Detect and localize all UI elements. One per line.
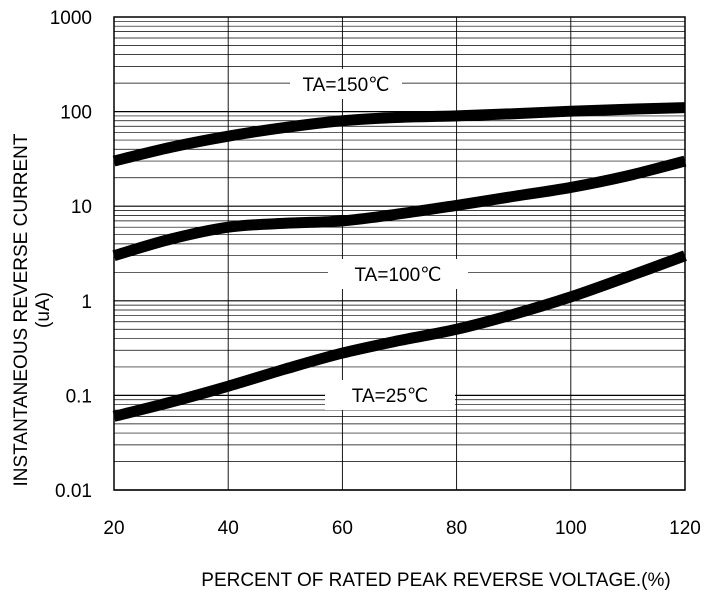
x-tick-label: 20 <box>103 518 124 539</box>
series-label: TA=25℃ <box>352 386 428 407</box>
x-tick-label: 40 <box>218 518 239 539</box>
x-tick-label: 60 <box>332 518 353 539</box>
series-label: TA=150℃ <box>302 75 389 96</box>
y-tick-labels: 0.01 0.1 1 10 100 1000 <box>50 8 92 502</box>
series-labels: TA=150℃ TA=100℃ TA=25℃ <box>290 69 468 410</box>
series-label-background <box>328 259 468 289</box>
series-line <box>112 102 686 167</box>
y-tick-label: 100 <box>60 103 92 124</box>
y-tick-label: 0.01 <box>55 481 92 502</box>
y-tick-label: 10 <box>71 197 92 218</box>
y-axis-unit: (uA) <box>33 292 54 328</box>
series-line <box>112 250 687 422</box>
y-tick-label: 1 <box>81 292 92 313</box>
x-tick-labels: 20 40 60 80 100 120 <box>103 518 700 539</box>
x-tick-label: 120 <box>669 518 701 539</box>
series-line <box>112 155 687 261</box>
y-axis-title: INSTANTANEOUS REVERSE CURRENT <box>11 133 32 486</box>
x-tick-label: 100 <box>555 518 587 539</box>
series-label-background <box>290 69 402 99</box>
x-tick-label: 80 <box>446 518 467 539</box>
x-axis-title: PERCENT OF RATED PEAK REVERSE VOLTAGE.(%… <box>201 570 670 591</box>
y-tick-label: 0.1 <box>66 386 92 407</box>
y-tick-label: 1000 <box>50 8 92 29</box>
series-label: TA=100℃ <box>354 265 441 286</box>
series-lines <box>112 102 687 422</box>
series-label-background <box>325 380 455 410</box>
